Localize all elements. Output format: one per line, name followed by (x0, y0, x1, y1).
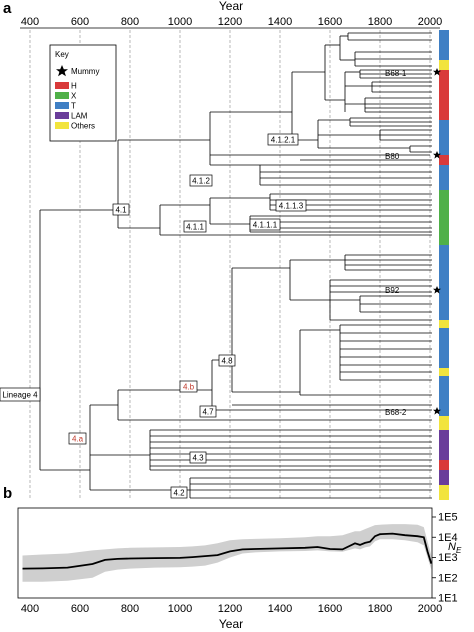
star-icon (433, 286, 441, 294)
node-4-1-2-1: 4.1.2.1 (271, 136, 296, 145)
bottom-tick-1200: 1200 (218, 603, 242, 615)
legend-swatch-lam (55, 112, 69, 119)
legend-box: Key Mummy H X T LAM Others (49, 44, 117, 142)
top-tick-1800: 1800 (368, 16, 392, 28)
ne-y-tick-label: 1E5 (438, 512, 458, 524)
top-tick-1200: 1200 (218, 16, 242, 28)
phylogenetic-tree (30, 32, 432, 499)
ne-y-tick-label: 1E4 (438, 532, 458, 544)
ne-y-ticks: 1E5 1E4 1E3 1E2 1E1 (432, 512, 458, 605)
top-axis-title: Year (219, 0, 243, 13)
sample-b68-2: B68-2 (385, 408, 407, 417)
panel-a-label: a (3, 0, 12, 17)
node-4-1-1-3: 4.1.1.3 (279, 202, 304, 211)
bottom-tick-2000: 2000 (418, 603, 442, 615)
bottom-axis-title: Year (219, 617, 243, 631)
bottom-tick-1400: 1400 (268, 603, 292, 615)
star-icon (56, 65, 68, 77)
legend-label-lam: LAM (71, 112, 88, 121)
node-4b: 4.b (183, 383, 195, 392)
node-4-7: 4.7 (202, 408, 214, 417)
ne-y-tick-label: 1E2 (438, 572, 458, 584)
top-tick-1600: 1600 (318, 16, 342, 28)
legend-label-mummy: Mummy (71, 67, 99, 76)
ne-plot: 1E5 1E4 1E3 1E2 1E1 N E 400 600 800 1000 120… (17, 507, 462, 631)
sample-b80: B80 (385, 152, 400, 161)
bottom-tick-600: 600 (71, 603, 89, 615)
bottom-tick-800: 800 (121, 603, 139, 615)
node-4-1: 4.1 (115, 206, 127, 215)
mummy-stars (433, 68, 441, 415)
legend-swatch-x (55, 92, 69, 99)
node-4-1-1: 4.1.1 (186, 223, 204, 232)
bottom-tick-1800: 1800 (368, 603, 392, 615)
node-4-3: 4.3 (192, 454, 204, 463)
top-tick-400: 400 (21, 16, 39, 28)
top-tick-800: 800 (121, 16, 139, 28)
lineage-color-bar (439, 30, 449, 500)
legend-label-others: Others (71, 122, 95, 131)
bottom-tick-1600: 1600 (318, 603, 342, 615)
ne-y-tick-label: 1E1 (438, 593, 458, 605)
legend-swatch-h (55, 82, 69, 89)
sample-b68-1: B68-1 (385, 69, 407, 78)
panel-b-label: b (3, 485, 12, 502)
node-4-1-2: 4.1.2 (192, 177, 210, 186)
year-gridlines (29, 30, 431, 500)
legend-swatch-others (55, 122, 69, 129)
sample-b92: B92 (385, 286, 400, 295)
node-4-1-1-1: 4.1.1.1 (253, 221, 278, 230)
star-icon (433, 151, 441, 159)
ne-axis-label-sub: E (456, 546, 462, 555)
top-tick-1000: 1000 (168, 16, 192, 28)
node-labels: Lineage 4 4.a 4.b 4.1 4.1.2 4.1.2.1 4.1.… (0, 133, 307, 499)
top-tick-1400: 1400 (268, 16, 292, 28)
ne-y-tick-label: 1E3 (438, 552, 458, 564)
legend-label-t: T (71, 102, 76, 111)
star-icon (433, 407, 441, 415)
bottom-tick-1000: 1000 (168, 603, 192, 615)
top-year-axis: Year 400 600 800 1000 1200 1400 1600 180… (20, 0, 442, 29)
top-tick-2000: 2000 (418, 16, 442, 28)
star-icon (433, 68, 441, 76)
legend-title: Key (55, 50, 69, 59)
top-tick-600: 600 (71, 16, 89, 28)
legend-label-h: H (71, 82, 77, 91)
node-4-8: 4.8 (221, 357, 233, 366)
legend-swatch-t (55, 102, 69, 109)
node-4-2: 4.2 (173, 489, 185, 498)
bottom-tick-400: 400 (21, 603, 39, 615)
node-4a: 4.a (72, 435, 84, 444)
legend-label-x: X (71, 92, 77, 101)
node-lineage-4: Lineage 4 (2, 391, 38, 400)
ne-median-line (22, 532, 433, 570)
ne-plot-frame (17, 507, 433, 599)
ne-axis-label: N (448, 541, 456, 553)
